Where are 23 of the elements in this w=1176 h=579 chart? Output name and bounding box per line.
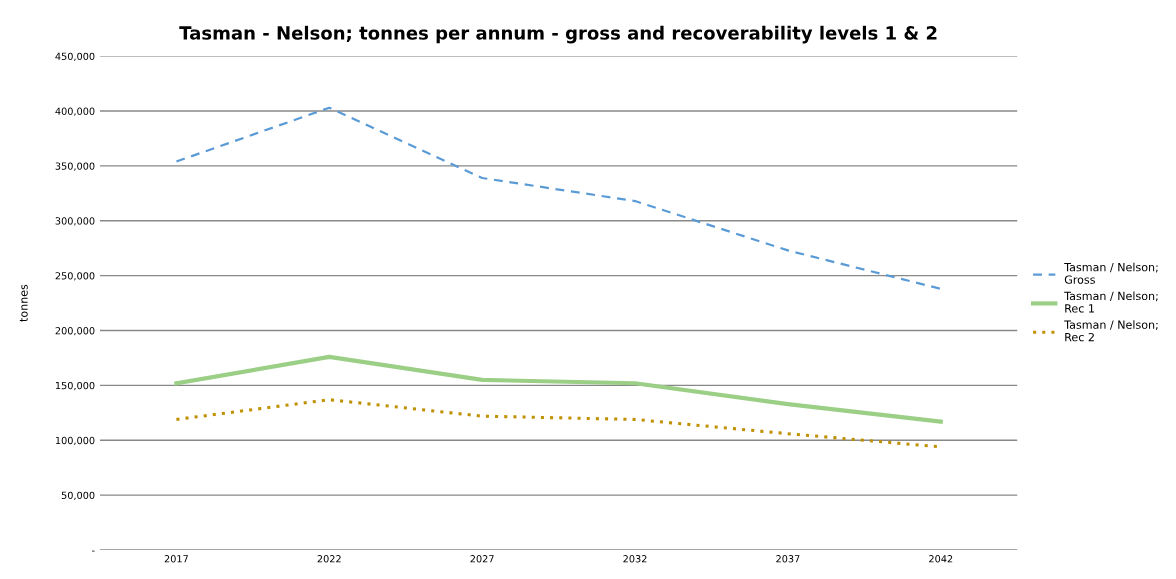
x-tick-label: 2027 — [470, 555, 494, 563]
x-tick-label: 2017 — [164, 555, 188, 563]
legend-label: Tasman / Nelson; Gross — [1064, 262, 1158, 284]
y-tick-label: 200,000 — [55, 327, 95, 336]
y-tick-label: 50,000 — [61, 491, 95, 500]
y-tick-label: 350,000 — [55, 162, 95, 171]
x-tick-label: 2022 — [317, 555, 341, 563]
legend-label: Tasman / Nelson; Rec 1 — [1064, 291, 1158, 313]
x-tick-label: 2042 — [929, 555, 953, 563]
y-tick-label: 250,000 — [55, 272, 95, 281]
y-axis-title: tonnes — [19, 284, 28, 322]
y-tick-label: 150,000 — [55, 381, 95, 391]
legend-label: Tasman / Nelson; Rec 2 — [1064, 320, 1158, 342]
x-tick-label: 2032 — [623, 555, 647, 563]
line-series — [174, 354, 943, 424]
x-tick-label: 2037 — [776, 555, 800, 563]
y-tick-label: 400,000 — [55, 107, 95, 116]
y-tick-label: 100,000 — [55, 436, 95, 446]
chart-title: Tasman - Nelson; tonnes per annum - gross and recoverability levels 1 & 2 — [179, 25, 937, 44]
y-tick-label: 300,000 — [55, 217, 95, 226]
y-tick-label: - — [92, 550, 95, 552]
y-tick-label: 450,000 — [55, 52, 95, 61]
line-series — [175, 106, 942, 290]
